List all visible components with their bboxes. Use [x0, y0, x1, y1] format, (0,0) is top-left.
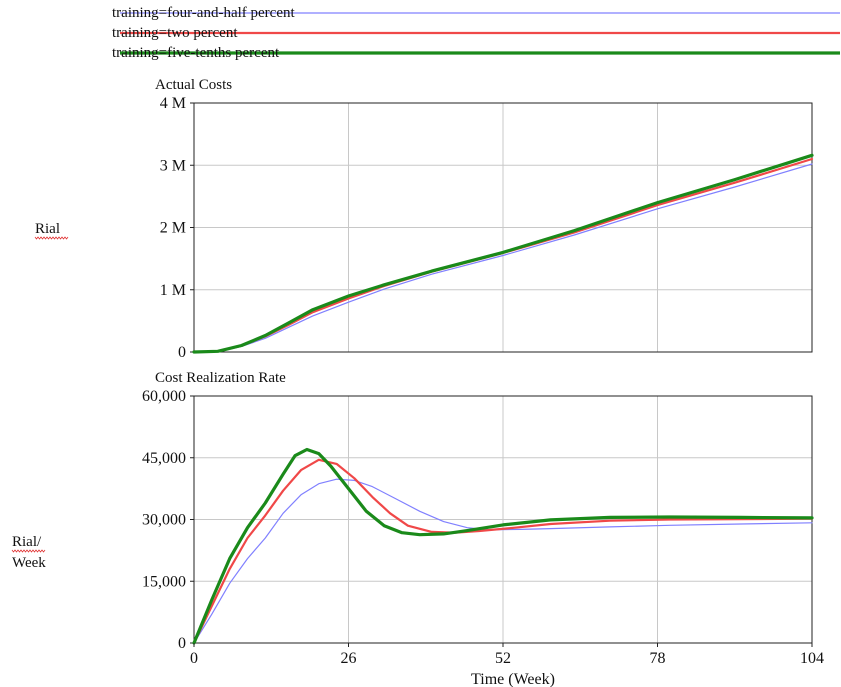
legend: training=four-and-half percent training=t… — [112, 5, 840, 61]
y-tick-label: 2 M — [160, 220, 186, 237]
y-tick-label: 3 M — [160, 157, 186, 174]
series-line-two-percent — [192, 458, 814, 645]
legend-label-two-percent: training=two percent — [112, 25, 238, 41]
series-line-five-tenths-percent — [192, 447, 814, 645]
x-tick-label: 52 — [495, 650, 511, 667]
y-axis-label: Week — [12, 555, 46, 571]
x-tick-label: 0 — [190, 650, 198, 667]
y-tick-label: 1 M — [160, 282, 186, 299]
x-axis-label: Time (Week) — [471, 671, 555, 687]
x-tick-label: 26 — [341, 650, 357, 667]
y-tick-label: 0 — [178, 635, 186, 652]
cost-realization-rate-panel: Cost Realization Rate 0 15,000 30,000 45,000… — [11, 370, 814, 652]
y-tick-label: 30,000 — [142, 512, 186, 529]
y-tick-label: 0 — [178, 344, 186, 361]
y-tick-label: 60,000 — [142, 388, 186, 405]
y-tick-label: 45,000 — [142, 450, 186, 467]
y-tick-label: 15,000 — [142, 573, 186, 590]
panel-title: Cost Realization Rate — [155, 370, 286, 386]
series-line-four-and-half-percent — [193, 478, 813, 644]
x-tick-label: 78 — [650, 650, 666, 667]
spellcheck-underline — [11, 549, 46, 553]
y-tick-label: 4 M — [160, 95, 186, 112]
y-axis-label: Rial — [35, 221, 60, 237]
legend-label-five-tenths-percent: training=five-tenths percent — [112, 45, 280, 61]
x-axis: 0 26 52 78 104 Time (Week) — [190, 643, 824, 687]
y-axis-label: Rial/ — [12, 534, 42, 550]
legend-label-four-and-half-percent: training=four-and-half percent — [112, 5, 295, 21]
x-tick-label: 104 — [800, 650, 824, 667]
spellcheck-underline — [34, 236, 69, 240]
actual-costs-panel: Actual Costs 0 1 M 2 M 3 M 4 M Rial — [34, 77, 814, 361]
panel-title: Actual Costs — [155, 77, 232, 93]
series-line-five-tenths-percent — [192, 153, 814, 354]
